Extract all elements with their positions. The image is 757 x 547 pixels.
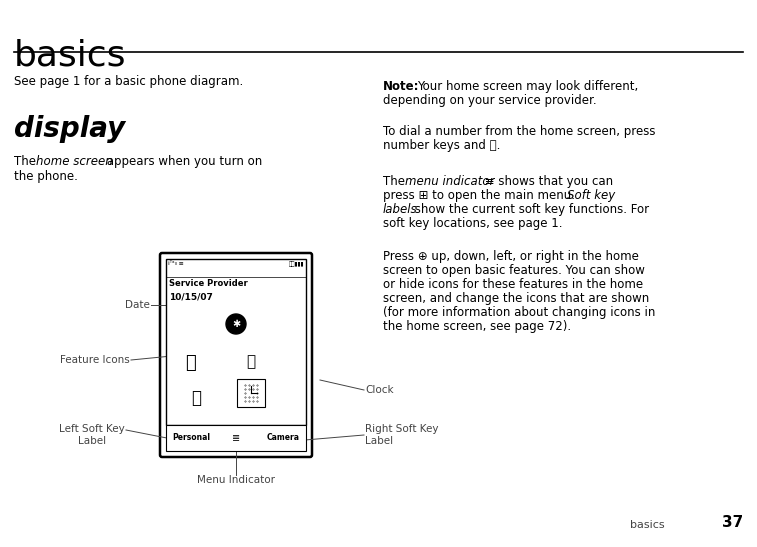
Bar <box>166 425 306 451</box>
Text: Note:: Note: <box>383 80 419 93</box>
Text: Soft key: Soft key <box>567 189 615 202</box>
Text: Right Soft Key
Label: Right Soft Key Label <box>365 424 438 446</box>
Text: appears when you turn on: appears when you turn on <box>103 155 262 168</box>
Text: Clock: Clock <box>365 385 394 395</box>
Text: The: The <box>383 175 409 188</box>
Text: Date: Date <box>125 300 150 310</box>
Text: ✱: ✱ <box>232 319 240 329</box>
Text: screen to open basic features. You can show: screen to open basic features. You can s… <box>383 264 645 277</box>
Text: 37: 37 <box>721 515 743 530</box>
Text: Personal: Personal <box>172 434 210 443</box>
Text: the phone.: the phone. <box>14 170 78 183</box>
FancyBboxPatch shape <box>160 253 312 457</box>
Text: menu indicator: menu indicator <box>405 175 494 188</box>
Text: Service Provider: Service Provider <box>169 279 248 288</box>
Text: The: The <box>14 155 40 168</box>
Text: depending on your service provider.: depending on your service provider. <box>383 94 597 107</box>
Text: 📃: 📃 <box>191 389 201 407</box>
Text: Press ⊕ up, down, left, or right in the home: Press ⊕ up, down, left, or right in the … <box>383 250 639 263</box>
Text: 📱: 📱 <box>185 354 196 372</box>
Text: (for more information about changing icons in: (for more information about changing ico… <box>383 306 656 319</box>
Text: ≡ shows that you can: ≡ shows that you can <box>481 175 613 188</box>
Text: screen, and change the icons that are shown: screen, and change the icons that are sh… <box>383 292 650 305</box>
Text: show the current soft key functions. For: show the current soft key functions. For <box>411 203 649 216</box>
Text: basics: basics <box>630 520 665 530</box>
Text: 🔍: 🔍 <box>247 354 256 369</box>
Text: See page 1 for a basic phone diagram.: See page 1 for a basic phone diagram. <box>14 75 243 88</box>
Text: or hide icons for these features in the home: or hide icons for these features in the … <box>383 278 643 291</box>
Text: Your home screen may look different,: Your home screen may look different, <box>417 80 638 93</box>
Text: home screen: home screen <box>36 155 113 168</box>
Text: Left Soft Key
Label: Left Soft Key Label <box>59 424 125 446</box>
Text: Feature Icons: Feature Icons <box>61 355 130 365</box>
Text: iᵀᵃₗₗ ≡: iᵀᵃₗₗ ≡ <box>168 261 184 266</box>
Bar <box>237 379 265 407</box>
Text: labels: labels <box>383 203 418 216</box>
Bar <box>166 259 306 425</box>
Text: press ⊞ to open the main menu.: press ⊞ to open the main menu. <box>383 189 579 202</box>
Text: number keys and Ⓝ.: number keys and Ⓝ. <box>383 139 500 152</box>
Text: Camera: Camera <box>267 434 300 443</box>
Text: ≣: ≣ <box>232 433 240 443</box>
Text: Menu Indicator: Menu Indicator <box>197 475 275 485</box>
Text: basics: basics <box>14 38 126 72</box>
Text: ⏰⧗▮▮▮: ⏰⧗▮▮▮ <box>288 261 304 266</box>
Text: the home screen, see page 72).: the home screen, see page 72). <box>383 320 571 333</box>
Text: To dial a number from the home screen, press: To dial a number from the home screen, p… <box>383 125 656 138</box>
Text: 10/15/07: 10/15/07 <box>169 292 213 301</box>
Text: soft key locations, see page 1.: soft key locations, see page 1. <box>383 217 562 230</box>
Circle shape <box>226 314 246 334</box>
Text: display: display <box>14 115 125 143</box>
